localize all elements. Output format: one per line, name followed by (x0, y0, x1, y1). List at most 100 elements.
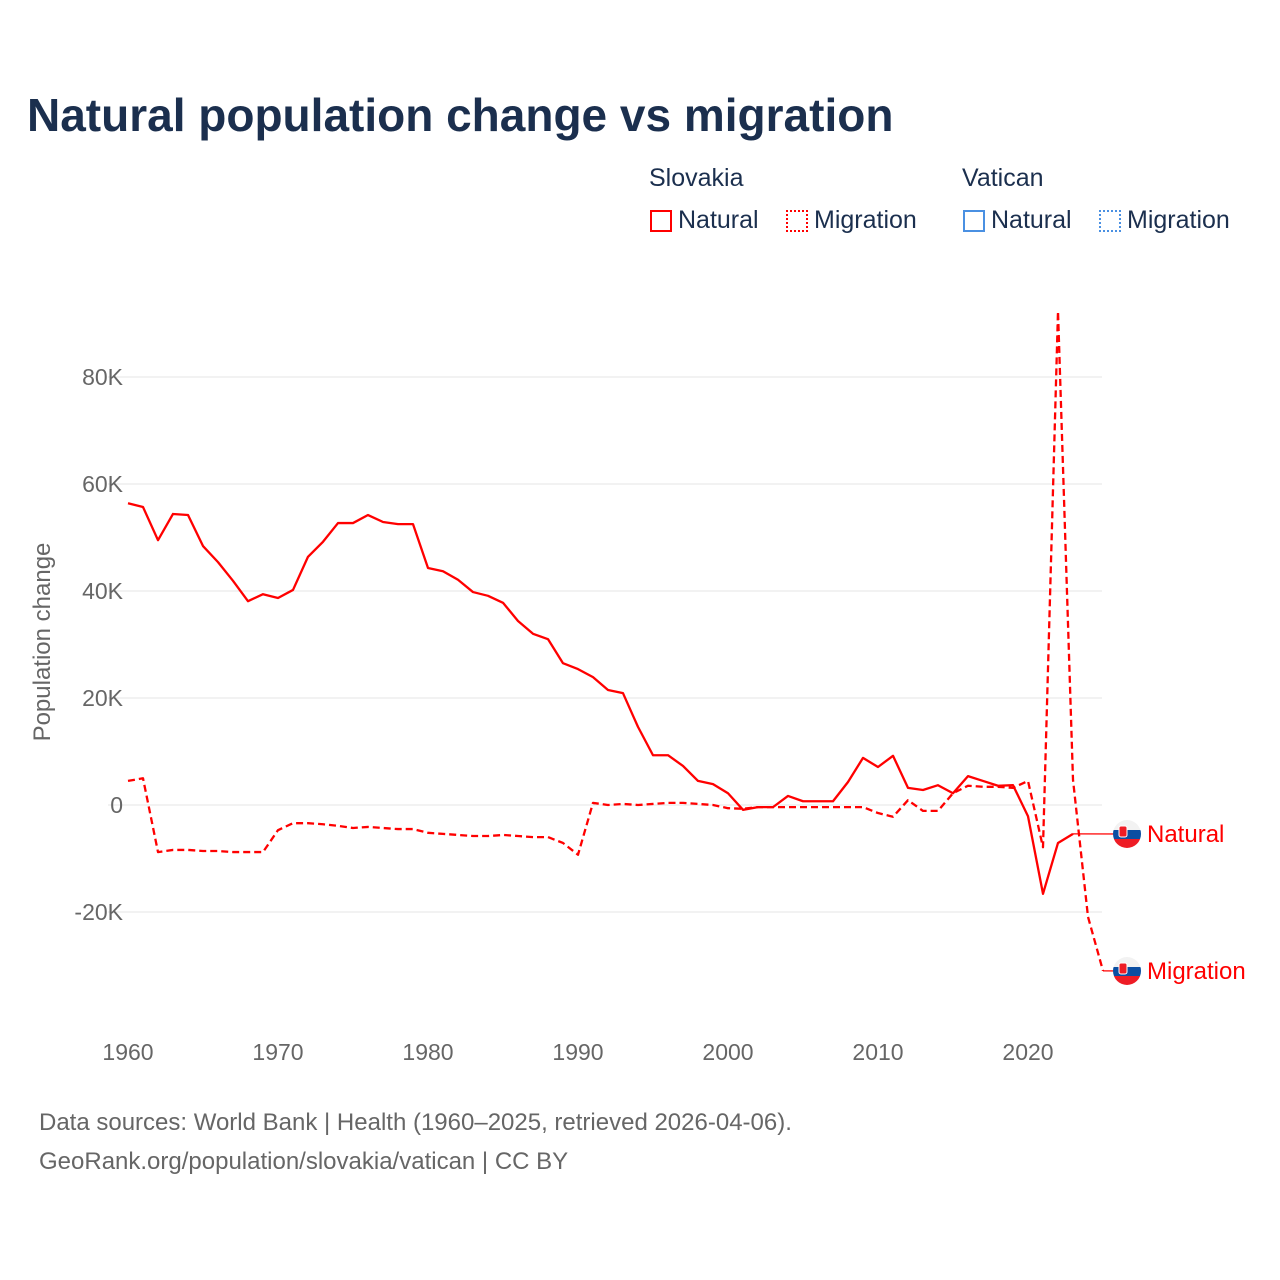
legend-swatch-dotted (1099, 209, 1121, 232)
data-point (1041, 892, 1045, 896)
data-point (171, 848, 175, 852)
y-tick-label: -20K (74, 899, 123, 925)
data-point (261, 850, 265, 854)
data-point (516, 834, 520, 838)
data-point (876, 811, 880, 815)
data-point (471, 590, 475, 594)
data-point (591, 675, 595, 679)
data-point (696, 779, 700, 783)
data-point (861, 756, 865, 760)
data-point (1041, 845, 1045, 849)
data-point (501, 833, 505, 837)
data-point (726, 791, 730, 795)
data-point (486, 594, 490, 598)
data-point (156, 850, 160, 854)
data-point (561, 841, 565, 845)
data-point (381, 826, 385, 830)
data-point (966, 774, 970, 778)
y-tick-label: 20K (82, 685, 124, 711)
data-point (1071, 778, 1075, 782)
data-point (606, 688, 610, 692)
data-point (846, 805, 850, 809)
data-point (996, 785, 1000, 789)
data-point (876, 765, 880, 769)
data-point (621, 691, 625, 695)
data-point (816, 799, 820, 803)
data-point (501, 601, 505, 605)
data-point (216, 560, 220, 564)
legend-swatch-solid (963, 209, 985, 232)
y-tick-label: 40K (82, 578, 124, 604)
legend-slovakia-migration[interactable]: Migration (786, 206, 917, 235)
data-point (141, 505, 145, 509)
data-point (771, 805, 775, 809)
data-point (411, 522, 415, 526)
data-point (381, 520, 385, 524)
data-point (276, 828, 280, 832)
data-point (261, 592, 265, 596)
source-line-1: Data sources: World Bank | Health (1960–… (39, 1109, 792, 1136)
source-line-2[interactable]: GeoRank.org/population/slovakia/vatican … (39, 1148, 569, 1175)
data-point (666, 753, 670, 757)
data-point (831, 805, 835, 809)
data-point (906, 786, 910, 790)
data-point (351, 826, 355, 830)
data-point (126, 779, 130, 783)
data-point (291, 821, 295, 825)
data-point (981, 785, 985, 789)
data-point (651, 802, 655, 806)
data-point (1056, 309, 1060, 313)
data-point (966, 784, 970, 788)
data-point (291, 588, 295, 592)
data-point (246, 599, 250, 603)
end-label-natural: Natural (1147, 821, 1224, 848)
data-point (231, 850, 235, 854)
x-tick-label: 2000 (702, 1039, 753, 1065)
data-point (1026, 814, 1030, 818)
legend-vatican-migration[interactable]: Migration (1099, 206, 1230, 235)
data-point (801, 805, 805, 809)
data-point (906, 798, 910, 802)
legend-label: Natural (678, 206, 759, 234)
data-point (336, 824, 340, 828)
data-point (921, 809, 925, 813)
data-point (441, 569, 445, 573)
data-point (576, 853, 580, 857)
data-point (216, 849, 220, 853)
data-point (201, 849, 205, 853)
data-point (531, 632, 535, 636)
data-point (891, 815, 895, 819)
data-point (726, 806, 730, 810)
data-point (846, 780, 850, 784)
slovakia-flag-icon (1113, 820, 1141, 848)
x-tick-label: 2020 (1002, 1039, 1053, 1065)
data-point (546, 835, 550, 839)
data-point (666, 801, 670, 805)
series-line-migration[interactable] (127, 310, 1105, 972)
data-point (1026, 779, 1030, 783)
data-point (561, 661, 565, 665)
data-point (546, 637, 550, 641)
legend-group-slovakia: Slovakia (649, 164, 744, 192)
data-point (606, 803, 610, 807)
data-point (171, 512, 175, 516)
data-point (1086, 915, 1090, 919)
legend-vatican-natural[interactable]: Natural (963, 206, 1072, 235)
x-tick-label: 1960 (102, 1039, 153, 1065)
series-line-natural[interactable] (127, 502, 1074, 895)
data-point (366, 513, 370, 517)
data-point (396, 522, 400, 526)
data-point (126, 501, 130, 505)
data-point (936, 783, 940, 787)
y-tick-label: 80K (82, 364, 124, 390)
x-tick-label: 1990 (552, 1039, 603, 1065)
data-point (156, 538, 160, 542)
data-point (396, 827, 400, 831)
data-point (186, 513, 190, 517)
data-point (246, 850, 250, 854)
legend-slovakia-natural[interactable]: Natural (650, 206, 759, 235)
data-point (756, 805, 760, 809)
legend-group-vatican: Vatican (962, 164, 1044, 192)
